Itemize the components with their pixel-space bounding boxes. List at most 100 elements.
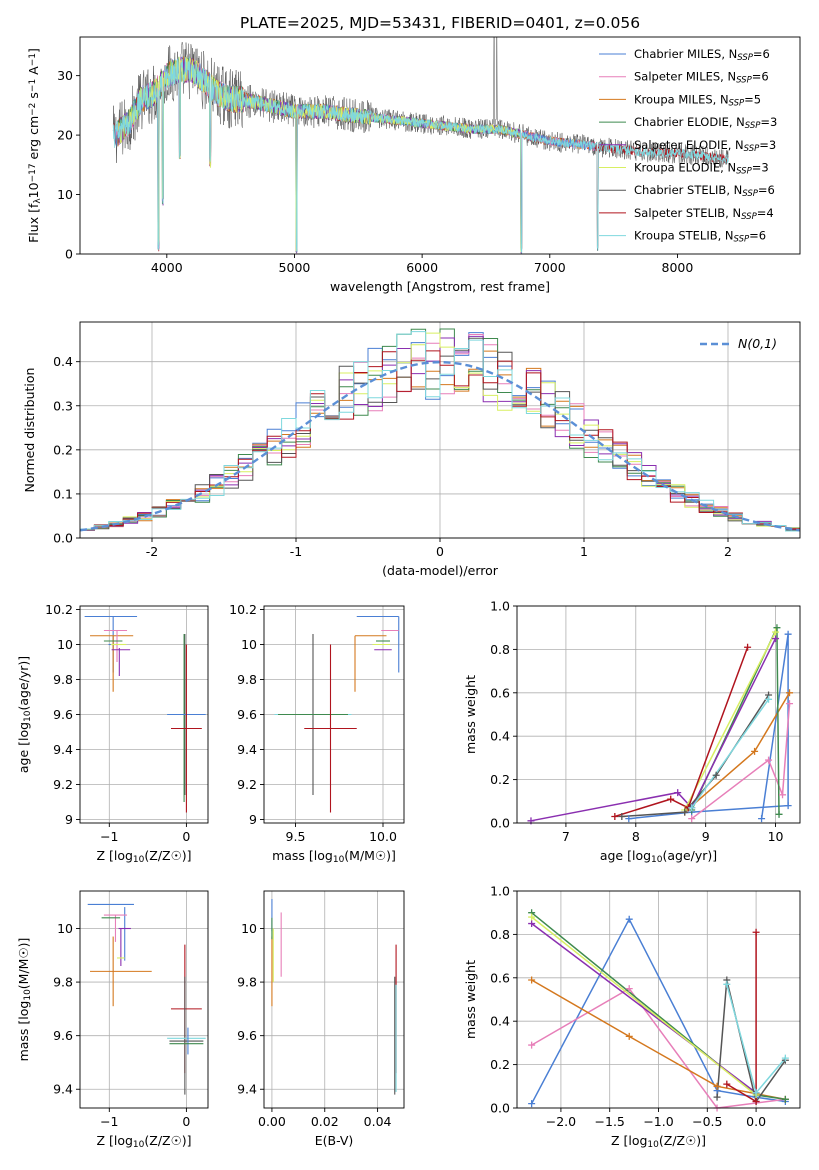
weight-marker-salpeter-stelib — [611, 812, 619, 820]
y-tick-label: 10 — [57, 187, 73, 202]
y-tick-label: 9.8 — [237, 975, 257, 990]
y-axis-label: mass [log10(M/M☉)] — [16, 938, 33, 1062]
y-tick-label: 10 — [241, 921, 257, 936]
normal-reference-curve — [80, 360, 800, 532]
y-tick-label: 0.0 — [53, 531, 73, 546]
weight-marker-salpeter-miles — [528, 1041, 536, 1049]
y-tick-label: 9 — [65, 812, 73, 827]
x-tick-label: 4000 — [151, 260, 183, 275]
x-axis-label: Z [log10(Z/Z☉)] — [611, 1133, 706, 1150]
weight-marker-kroupa-stelib — [765, 695, 773, 703]
y-tick-label: 0.8 — [490, 642, 510, 657]
weight-marker-kroupa-stelib — [723, 980, 731, 988]
weight-marker-salpeter-miles — [779, 791, 787, 799]
x-tick-label: 9 — [702, 829, 710, 844]
plot-area — [274, 615, 400, 813]
weight-marker-kroupa-stelib — [781, 1054, 789, 1062]
x-axis-label: age [log10(age/yr)] — [600, 848, 717, 865]
weight-marker-kroupa-miles — [625, 1032, 633, 1040]
axes-spine — [79, 890, 209, 1109]
spectrum-panel: 4000 5000 6000 7000 8000 0 10 20 30 wavelength [A… — [26, 36, 801, 294]
weight-marker-salpeter-elodie — [674, 789, 682, 797]
plot-area — [80, 328, 800, 532]
axes-spine — [516, 605, 801, 824]
spectrum-line-kroupa-stelib — [112, 56, 729, 254]
y-tick-label: 9.6 — [53, 707, 73, 722]
y-axis-label: Normed distribution — [22, 368, 37, 493]
plot-area — [87, 903, 206, 1095]
x-tick-label: -1 — [290, 544, 302, 559]
weight-marker-kroupa-stelib — [688, 804, 696, 812]
x-tick-label: −2.0 — [546, 1114, 576, 1129]
x-tick-label: 5000 — [279, 260, 311, 275]
weight-marker-chabrier-stelib — [618, 812, 626, 820]
legend-label-normal: N(0,1) — [738, 336, 777, 351]
weight-marker-salpeter-elodie — [772, 635, 780, 643]
y-tick-label: 0.6 — [490, 685, 510, 700]
x-axis-label: (data-model)/error — [382, 563, 499, 578]
legend-label-kroupa-elodie: Kroupa ELODIE, NSSP=3 — [634, 161, 769, 177]
x-tick-label: 0.04 — [364, 1114, 392, 1129]
histogram-step-salpeter-stelib — [80, 350, 800, 530]
age-vs-mass-panel: 9.5 10.0 9 9.2 9.4 9.6 9.8 10 10.2 mass [log10(M/… — [229, 602, 405, 865]
y-tick-label: 0.8 — [490, 927, 510, 942]
histogram-legend: N(0,1) — [700, 336, 777, 351]
legend-label-salpeter-miles: Salpeter MILES, NSSP=6 — [634, 70, 769, 86]
x-tick-label: 0.0 — [746, 1114, 766, 1129]
x-tick-label: −1.0 — [643, 1114, 673, 1129]
x-tick-label: 8000 — [662, 260, 694, 275]
weight-marker-chabrier-miles — [784, 630, 792, 638]
plot-area — [271, 899, 397, 1095]
x-tick-label: 7000 — [534, 260, 566, 275]
y-tick-label: 0.0 — [490, 1101, 510, 1116]
weight-marker-kroupa-miles — [786, 689, 794, 697]
y-tick-label: 9 — [249, 812, 257, 827]
weight-marker-kroupa-miles — [528, 976, 536, 984]
x-tick-label: −1.5 — [595, 1114, 625, 1129]
legend-label-salpeter-stelib: Salpeter STELIB, NSSP=4 — [634, 206, 774, 222]
weight-marker-salpeter-elodie — [528, 920, 536, 928]
y-tick-label: 10 — [241, 637, 257, 652]
y-tick-label: 9.2 — [53, 777, 73, 792]
weight-marker-chabrier-elodie — [775, 810, 783, 818]
x-tick-label: 10.0 — [369, 829, 397, 844]
x-tick-label: 8 — [632, 829, 640, 844]
y-tick-label: 10 — [57, 637, 73, 652]
y-tick-label: 9.4 — [53, 742, 73, 757]
mass-weight-vs-age-panel: 7 8 9 10 0.0 0.2 0.4 0.6 0.8 1.0 age [log10(age/yr… — [463, 599, 801, 865]
residual-histogram-panel: -2 -1 0 1 2 0.0 0.1 0.2 0.3 0.4 (data-model)/error… — [22, 321, 801, 578]
weight-marker-salpeter-stelib — [752, 928, 760, 936]
y-tick-label: 9.4 — [237, 742, 257, 757]
x-tick-label: −1 — [100, 829, 118, 844]
y-tick-label: 0 — [65, 247, 73, 262]
plot-area — [112, 37, 729, 254]
y-tick-label: 0.4 — [53, 354, 73, 369]
weight-line-kroupa-elodie — [684, 631, 777, 811]
weight-marker-salpeter-stelib — [667, 795, 675, 803]
y-tick-label: 0.4 — [490, 729, 510, 744]
weight-marker-salpeter-miles — [765, 756, 773, 764]
y-tick-label: 9.8 — [237, 672, 257, 687]
y-axis-label: mass weight — [463, 960, 478, 1039]
x-axis-label: wavelength [Angstrom, rest frame] — [330, 279, 550, 294]
weight-marker-chabrier-miles — [625, 915, 633, 923]
age-vs-metallicity-panel: −1 0 9 9.2 9.4 9.6 9.8 10 10.2 Z [log10(Z/Z☉)] age… — [16, 602, 209, 865]
x-axis-label: mass [log10(M/M☉)] — [272, 848, 396, 865]
y-tick-label: 0.2 — [490, 1057, 510, 1072]
y-tick-label: 9.2 — [237, 777, 257, 792]
y-tick-label: 9.6 — [237, 707, 257, 722]
y-tick-label: 0.2 — [53, 442, 73, 457]
weight-line-salpeter-miles — [691, 703, 791, 820]
weight-marker-kroupa-elodie — [528, 913, 536, 921]
y-tick-label: 9.6 — [237, 1028, 257, 1043]
y-axis-label: mass weight — [463, 675, 478, 754]
plot-area — [530, 627, 791, 822]
legend-label-salpeter-elodie: Salpeter ELODIE, NSSP=3 — [634, 138, 776, 154]
x-tick-label: 2 — [724, 544, 732, 559]
weight-marker-chabrier-miles — [528, 1100, 536, 1108]
y-tick-label: 9.8 — [53, 672, 73, 687]
legend-label-kroupa-miles: Kroupa MILES, NSSP=5 — [634, 92, 761, 108]
legend-label-chabrier-elodie: Chabrier ELODIE, NSSP=3 — [634, 115, 777, 131]
weight-line-salpeter-stelib — [614, 646, 749, 818]
x-tick-label: 0.02 — [311, 1114, 339, 1129]
